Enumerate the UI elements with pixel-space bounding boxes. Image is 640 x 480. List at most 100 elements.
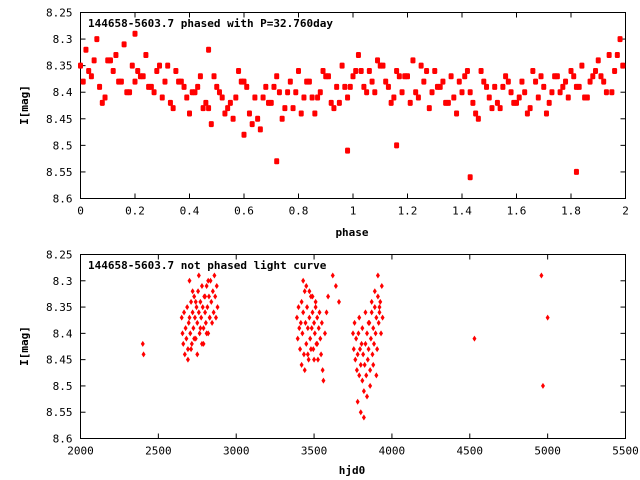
data-point bbox=[371, 361, 376, 368]
data-point bbox=[315, 356, 320, 363]
data-point bbox=[360, 325, 365, 332]
raw-lightcurve-ytick-label: 8.55 bbox=[46, 406, 73, 419]
data-point bbox=[319, 319, 324, 326]
data-point bbox=[399, 89, 405, 96]
data-point bbox=[620, 62, 626, 69]
data-point bbox=[94, 36, 100, 43]
data-point bbox=[375, 57, 381, 64]
data-point bbox=[312, 356, 317, 363]
data-point bbox=[372, 89, 378, 96]
phased-plot-xtick-label: 0 bbox=[77, 205, 84, 218]
data-point bbox=[407, 99, 413, 106]
data-point bbox=[418, 62, 424, 69]
data-point bbox=[415, 94, 421, 101]
data-point bbox=[307, 288, 312, 295]
data-point bbox=[189, 346, 194, 353]
data-point bbox=[296, 67, 301, 74]
data-point bbox=[317, 89, 323, 96]
data-point bbox=[362, 361, 367, 368]
data-point bbox=[246, 110, 252, 117]
data-point bbox=[313, 304, 318, 311]
data-point bbox=[244, 83, 250, 90]
data-point bbox=[222, 110, 228, 117]
data-point bbox=[369, 309, 374, 316]
data-point bbox=[361, 388, 366, 395]
data-point bbox=[359, 340, 364, 347]
data-point bbox=[368, 367, 373, 374]
data-point bbox=[345, 147, 351, 154]
data-point bbox=[365, 356, 370, 363]
data-point bbox=[328, 99, 334, 106]
data-point bbox=[185, 356, 190, 363]
data-point bbox=[355, 398, 360, 405]
data-point bbox=[533, 78, 539, 85]
data-point bbox=[361, 351, 366, 358]
data-point bbox=[187, 277, 192, 284]
data-point bbox=[201, 340, 206, 347]
data-point bbox=[159, 94, 165, 101]
data-point bbox=[167, 99, 173, 106]
data-point bbox=[195, 83, 201, 90]
data-point bbox=[319, 351, 324, 358]
data-point bbox=[299, 361, 304, 368]
data-point bbox=[212, 272, 217, 279]
data-point bbox=[290, 105, 296, 112]
phased-plot-xtick-label: 1.8 bbox=[561, 205, 581, 218]
data-point bbox=[358, 346, 363, 353]
raw-lightcurve-ytick-label: 8.3 bbox=[53, 275, 73, 288]
data-point bbox=[302, 288, 307, 295]
data-point bbox=[535, 94, 541, 101]
data-point bbox=[198, 298, 203, 305]
data-point bbox=[274, 73, 280, 80]
data-point bbox=[307, 314, 312, 321]
data-point bbox=[371, 325, 376, 332]
data-point bbox=[360, 377, 365, 384]
data-point bbox=[179, 314, 184, 321]
data-point bbox=[132, 78, 138, 85]
data-point bbox=[225, 105, 231, 112]
data-point bbox=[448, 73, 454, 80]
data-point bbox=[383, 78, 389, 85]
data-point bbox=[464, 67, 470, 74]
data-point bbox=[296, 304, 301, 311]
data-point bbox=[305, 351, 310, 358]
data-point bbox=[388, 99, 394, 106]
data-point bbox=[363, 340, 368, 347]
data-point bbox=[118, 78, 124, 85]
data-point bbox=[357, 372, 362, 379]
data-point bbox=[326, 293, 331, 300]
data-point bbox=[347, 83, 353, 90]
phased-plot-xtick-label: 1 bbox=[350, 205, 357, 218]
data-point bbox=[313, 298, 318, 305]
data-point bbox=[353, 67, 359, 74]
data-point bbox=[308, 335, 313, 342]
data-point bbox=[230, 115, 236, 122]
data-point bbox=[216, 89, 222, 96]
data-point bbox=[310, 293, 315, 300]
data-point bbox=[185, 346, 190, 353]
data-point bbox=[571, 73, 577, 80]
data-point bbox=[312, 110, 318, 117]
phased-plot-points bbox=[78, 30, 626, 181]
data-point bbox=[345, 94, 351, 101]
raw-lightcurve-xtick-label: 2000 bbox=[67, 445, 94, 458]
data-point bbox=[260, 94, 266, 101]
data-point bbox=[539, 272, 544, 279]
phased-plot-xtick-label: 1.4 bbox=[452, 205, 472, 218]
data-point bbox=[285, 89, 291, 96]
phased-plot-ytick-label: 8.4 bbox=[53, 86, 73, 99]
data-point bbox=[350, 73, 356, 80]
data-point bbox=[355, 52, 361, 59]
data-point bbox=[353, 356, 358, 363]
data-point bbox=[454, 110, 460, 117]
data-point bbox=[434, 83, 440, 90]
data-point bbox=[170, 105, 176, 112]
data-point bbox=[365, 330, 370, 337]
data-point bbox=[475, 115, 481, 122]
data-point bbox=[315, 94, 321, 101]
data-point bbox=[301, 309, 306, 316]
data-point bbox=[361, 414, 366, 421]
data-point bbox=[308, 346, 313, 353]
data-point bbox=[206, 277, 211, 284]
